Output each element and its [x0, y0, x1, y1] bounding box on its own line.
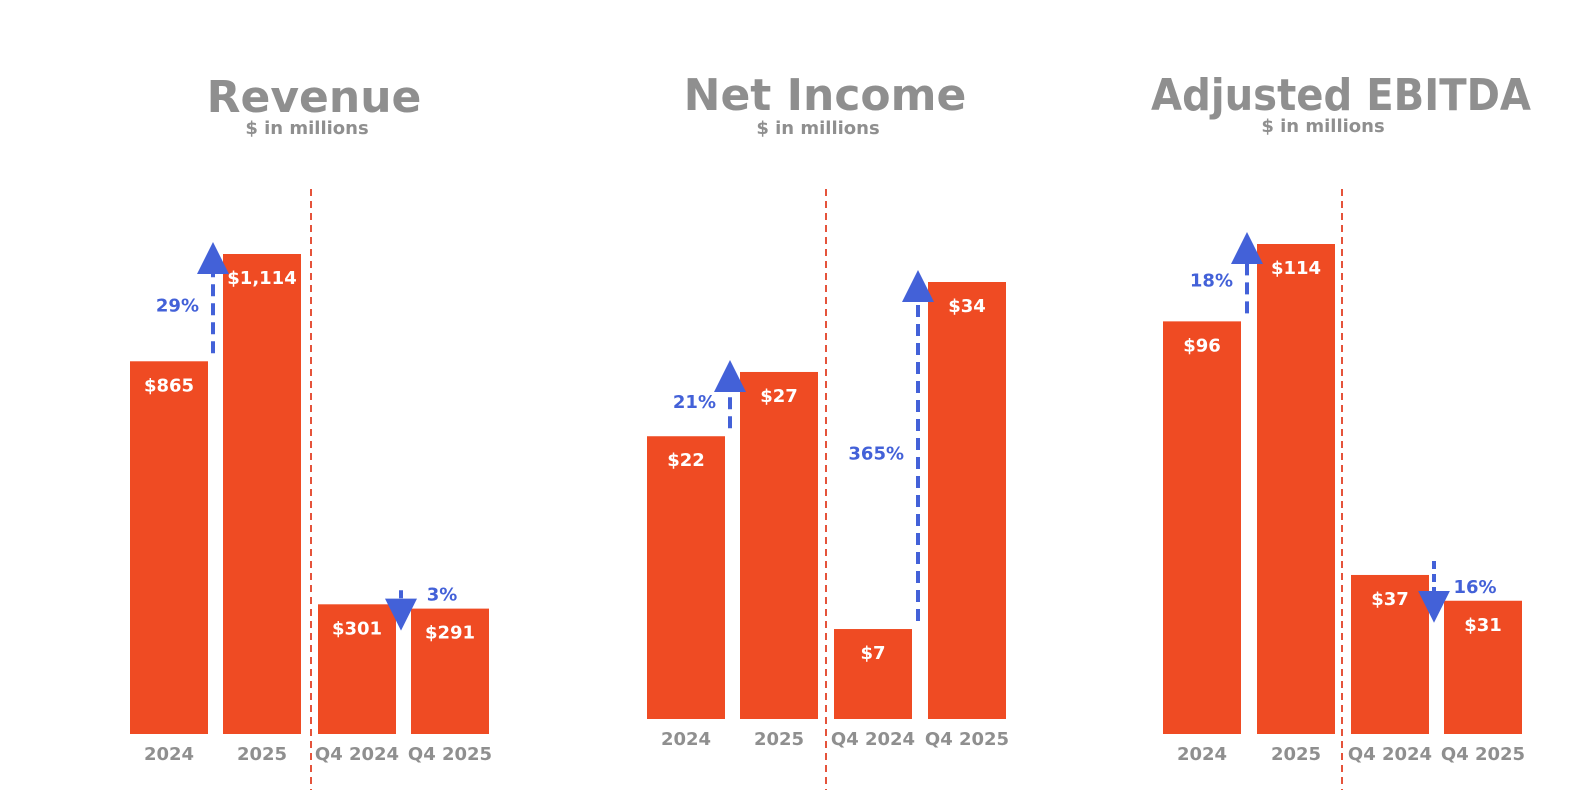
adjusted-ebitda-bar-2025 — [1257, 244, 1335, 734]
revenue-chart: $865 2024 $1,114 2025 $301 Q4 2024 $291 Q4 2025… — [130, 189, 492, 790]
revenue-change-annual-label: 29% — [156, 296, 199, 317]
revenue-data-label-q4-2024: $301 — [332, 618, 382, 639]
net-income-tick-2024: 2024 — [661, 729, 711, 750]
net-income-chart: $22 2024 $27 2025 $7 Q4 2024 $34 Q4 2025 21% 365% — [647, 189, 1009, 790]
revenue-subtitle: $ in millions — [245, 118, 368, 139]
adjusted-ebitda-change-quarterly-label: 16% — [1453, 577, 1496, 598]
adjusted-ebitda-data-label-q4-2025: $31 — [1464, 615, 1502, 636]
adjusted-ebitda-tick-q4-2024: Q4 2024 — [1348, 744, 1432, 765]
net-income-data-label-2025: $27 — [760, 386, 798, 407]
net-income-subtitle: $ in millions — [756, 118, 879, 139]
net-income-bar-q4-2024 — [834, 629, 912, 719]
adjusted-ebitda-change-annual-label: 18% — [1190, 271, 1233, 292]
adjusted-ebitda-bar-q4-2024 — [1351, 574, 1429, 734]
net-income-bar-q4-2025 — [928, 282, 1006, 719]
revenue-bar-q4-2025 — [411, 608, 489, 734]
net-income-data-label-2024: $22 — [667, 450, 705, 471]
revenue-bar-2025 — [223, 254, 301, 734]
net-income-tick-q4-2025: Q4 2025 — [925, 729, 1009, 750]
adjusted-ebitda-chart: $96 2024 $114 2025 $37 Q4 2024 $31 Q4 2025 18% 16… — [1163, 189, 1525, 790]
adjusted-ebitda-subtitle: $ in millions — [1261, 116, 1384, 137]
revenue-change-quarterly-label: 3% — [427, 585, 458, 606]
revenue-data-label-2025: $1,114 — [227, 268, 296, 289]
net-income-bar-2024 — [647, 436, 725, 719]
net-income-data-label-q4-2025: $34 — [948, 296, 986, 317]
net-income-data-label-q4-2024: $7 — [860, 643, 885, 664]
adjusted-ebitda-bar-q4-2025 — [1444, 600, 1522, 734]
net-income-title: Net Income — [684, 70, 967, 121]
revenue-title: Revenue — [207, 72, 422, 123]
adjusted-ebitda-tick-q4-2025: Q4 2025 — [1441, 744, 1525, 765]
revenue-tick-2024: 2024 — [144, 744, 194, 765]
revenue-tick-q4-2024: Q4 2024 — [315, 744, 399, 765]
net-income-tick-q4-2024: Q4 2024 — [831, 729, 915, 750]
revenue-bar-q4-2024 — [318, 604, 396, 734]
revenue-data-label-2024: $865 — [144, 375, 194, 396]
adjusted-ebitda-tick-2024: 2024 — [1177, 744, 1227, 765]
revenue-bar-2024 — [130, 361, 208, 734]
adjusted-ebitda-bar-2024 — [1163, 321, 1241, 734]
adjusted-ebitda-data-label-2025: $114 — [1271, 258, 1321, 279]
revenue-tick-2025: 2025 — [237, 744, 287, 765]
net-income-tick-2025: 2025 — [754, 729, 804, 750]
net-income-bar-2025 — [740, 371, 818, 719]
net-income-change-annual-label: 21% — [673, 392, 716, 413]
adjusted-ebitda-data-label-2024: $96 — [1183, 335, 1221, 356]
revenue-tick-q4-2025: Q4 2025 — [408, 744, 492, 765]
revenue-data-label-q4-2025: $291 — [425, 623, 475, 644]
adjusted-ebitda-tick-2025: 2025 — [1271, 744, 1321, 765]
net-income-change-quarterly-label: 365% — [848, 444, 904, 465]
adjusted-ebitda-data-label-q4-2024: $37 — [1371, 589, 1409, 610]
adjusted-ebitda-title: Adjusted EBITDA — [1151, 70, 1531, 121]
